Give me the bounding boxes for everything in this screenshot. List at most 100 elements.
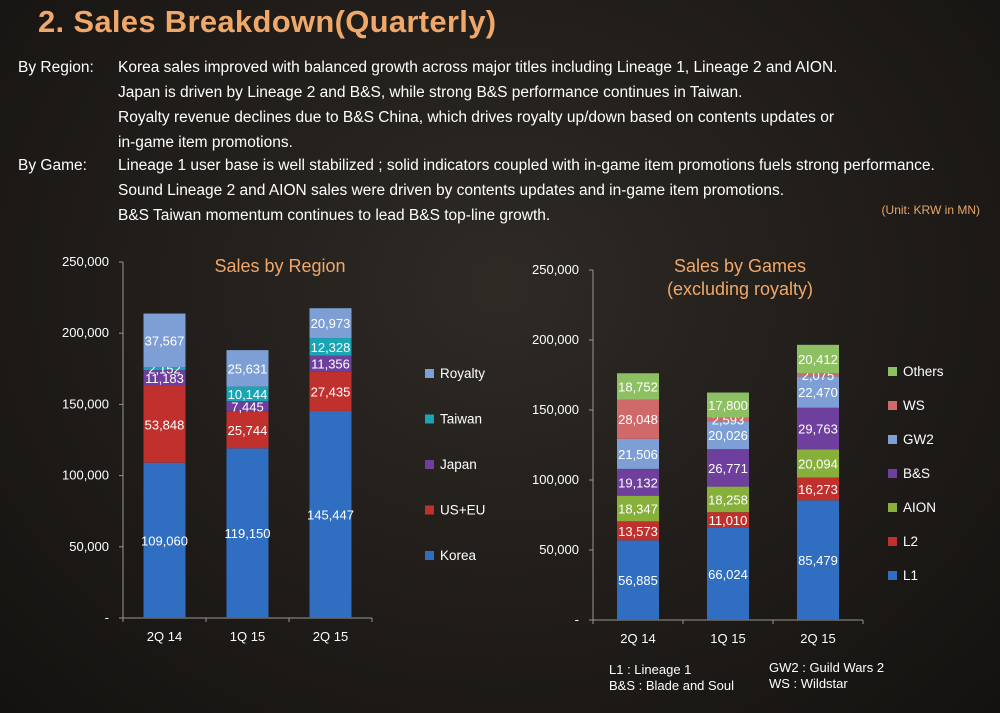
- region-bar-japan: [226, 401, 269, 412]
- games-data-label: 11,010: [709, 513, 748, 528]
- games-y-tick-label: 200,000: [532, 332, 579, 347]
- region-data-label: 20,973: [311, 316, 351, 331]
- region-bar-korea: [309, 410, 352, 618]
- games-y-tick-label: -: [575, 612, 579, 627]
- games-data-label: 21,506: [618, 447, 658, 462]
- region-bar-taiwan: [143, 367, 186, 371]
- region-legend-label: Royalty: [440, 366, 485, 381]
- page-title: 2. Sales Breakdown(Quarterly): [38, 4, 497, 39]
- games-legend-label: L2: [903, 534, 918, 549]
- games-bar-others: [707, 392, 749, 418]
- games-data-label: 19,132: [618, 475, 658, 490]
- games-data-label: 66,024: [708, 567, 748, 582]
- region-bar-taiwan: [226, 386, 269, 402]
- games-data-label: 56,885: [618, 573, 658, 588]
- region-legend-swatch: [425, 551, 434, 560]
- footnote-right: GW2 : Guild Wars 2 WS : Wildstar: [769, 660, 884, 692]
- region-data-label: 119,150: [224, 526, 270, 541]
- region-chart-title: Sales by Region: [214, 256, 346, 276]
- region-y-tick-label: 200,000: [62, 325, 109, 340]
- region-data-label: 10,144: [228, 387, 268, 402]
- games-bar-l1: [707, 527, 749, 620]
- games-bar-l2: [707, 512, 749, 528]
- region-x-tick-label: 2Q 15: [313, 629, 348, 644]
- games-legend-swatch: [888, 435, 897, 444]
- game-line: Lineage 1 user base is well stabilized ;…: [118, 157, 935, 174]
- games-data-label: 29,763: [798, 422, 838, 437]
- game-label: By Game:: [18, 157, 87, 174]
- games-data-label: 20,412: [798, 352, 838, 367]
- games-y-tick-label: 150,000: [532, 402, 579, 417]
- games-data-label: 13,573: [618, 524, 658, 539]
- game-line: Sound Lineage 2 and AION sales were driv…: [118, 182, 785, 199]
- footnote-left: L1 : Lineage 1 B&S : Blade and Soul: [609, 662, 734, 694]
- games-legend-label: L1: [903, 568, 918, 583]
- region-data-label: 27,435: [311, 384, 351, 399]
- footnote-bs: B&S : Blade and Soul: [609, 678, 735, 693]
- games-x-tick-label: 1Q 15: [710, 631, 745, 646]
- games-data-label: 20,026: [708, 428, 748, 443]
- region-y-tick-label: 50,000: [69, 539, 109, 554]
- footnote-gw2: GW2 : Guild Wars 2: [769, 660, 885, 675]
- games-chart-subtitle: (excluding royalty): [666, 279, 814, 299]
- region-bar-us-eu: [226, 411, 269, 449]
- games-bar-gw2: [707, 421, 749, 450]
- region-x-tick-label: 1Q 15: [230, 629, 265, 644]
- games-data-label: 17,800: [708, 398, 748, 413]
- footnote-l1: L1 : Lineage 1: [609, 662, 692, 677]
- region-bar-royalty: [309, 308, 352, 339]
- games-bar-ws: [617, 399, 659, 439]
- unit-note: (Unit: KRW in MN): [881, 203, 980, 217]
- region-y-tick-label: 100,000: [62, 468, 109, 483]
- region-y-tick-label: 150,000: [62, 396, 109, 411]
- region-legend-label: Taiwan: [440, 412, 482, 427]
- games-y-tick-label: 250,000: [532, 262, 579, 277]
- games-x-tick-label: 2Q 15: [800, 631, 835, 646]
- games-legend-label: WS: [903, 398, 925, 413]
- games-bar-others: [797, 344, 839, 374]
- games-y-tick-label: 50,000: [539, 542, 579, 557]
- region-data-label: 25,744: [228, 423, 268, 438]
- games-legend-swatch: [888, 401, 897, 410]
- games-bar-aion: [707, 486, 749, 513]
- games-bar-l2: [617, 521, 659, 541]
- region-line: in-game item promotions.: [118, 134, 293, 151]
- region-line: Korea sales improved with balanced growt…: [118, 59, 838, 76]
- games-legend-swatch: [888, 503, 897, 512]
- games-data-label: 20,094: [798, 456, 838, 471]
- region-legend-swatch: [425, 460, 434, 469]
- region-line: Japan is driven by Lineage 2 and B&S, wh…: [118, 84, 743, 101]
- region-data-label: 11,356: [311, 357, 350, 372]
- games-y-tick-label: 100,000: [532, 472, 579, 487]
- region-chart: - 50,000 100,000 150,000 200,000 250,000 109,0…: [62, 254, 485, 644]
- region-legend-swatch: [425, 369, 434, 378]
- games-legend-swatch: [888, 571, 897, 580]
- region-bar-us-eu: [309, 371, 352, 411]
- region-data-label: 53,848: [145, 417, 185, 432]
- region-legend-label: Korea: [440, 548, 477, 563]
- region-bar-royalty: [143, 313, 186, 368]
- region-label: By Region:: [18, 59, 94, 76]
- games-legend-label: GW2: [903, 432, 934, 447]
- games-bar-gw2: [617, 438, 659, 469]
- region-legend-swatch: [425, 414, 434, 424]
- games-data-label: 18,347: [618, 502, 658, 517]
- games-chart-title: Sales by Games (excluding royalty): [610, 255, 870, 301]
- region-bar-taiwan: [309, 338, 352, 356]
- games-bar-b-s: [707, 449, 749, 487]
- region-bar-japan: [143, 370, 186, 387]
- region-bar-japan: [309, 355, 352, 372]
- games-bar-l2: [797, 477, 839, 501]
- region-line: Royalty revenue declines due to B&S Chin…: [118, 109, 835, 126]
- region-legend-label: Japan: [440, 457, 477, 472]
- games-data-label: 18,752: [618, 379, 658, 394]
- footnote-ws: WS : Wildstar: [769, 676, 848, 691]
- games-bar-ws: [797, 373, 839, 377]
- region-y-tick-label: -: [105, 610, 109, 625]
- games-bar-ws: [707, 417, 749, 422]
- region-bar-us-eu: [143, 386, 186, 463]
- region-data-label: 145,447: [307, 507, 354, 522]
- games-legend-swatch: [888, 537, 897, 546]
- games-chart: - 50,000 100,000 150,000 200,000 250,000 56,88…: [532, 262, 944, 646]
- games-bar-aion: [617, 495, 659, 522]
